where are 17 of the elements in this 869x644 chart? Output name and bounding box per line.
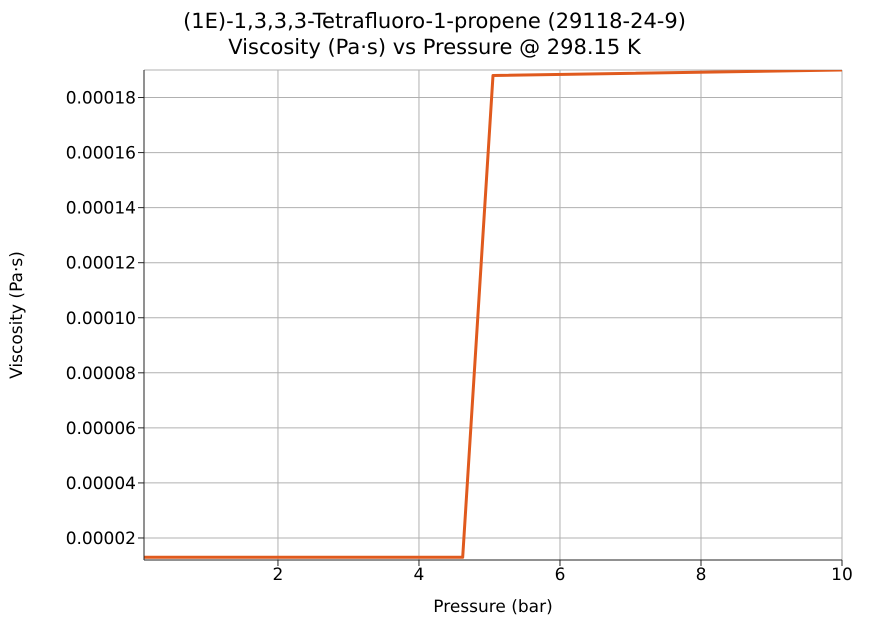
- y-tick-label: 0.00002: [66, 529, 136, 550]
- x-tick-label: 2: [272, 565, 284, 586]
- y-tick-label: 0.00004: [66, 474, 136, 494]
- x-tick-label: 6: [554, 565, 566, 586]
- y-axis-title: Viscosity (Pa·s): [7, 251, 28, 379]
- y-tick-label: 0.00008: [66, 364, 136, 384]
- y-tick-label: 0.00014: [66, 198, 136, 219]
- y-tick-label: 0.00006: [66, 418, 136, 439]
- x-tick-label: 10: [831, 565, 853, 586]
- x-tick-label: 8: [696, 565, 706, 586]
- chart-title: (1E)-1,3,3,3-Tetrafluoro-1-propene (29118-24-9) Viscosity (Pa·s) vs Pressure @ 298.15 K: [182, 8, 687, 60]
- y-tick-label: 0.00012: [66, 254, 136, 274]
- y-tick-label: 0.00016: [66, 144, 136, 164]
- x-tick-label: 4: [414, 565, 424, 586]
- y-tick-label: 0.00018: [66, 88, 136, 109]
- y-tick-label: 0.00010: [66, 308, 136, 329]
- x-axis-title: Pressure (bar): [433, 597, 553, 617]
